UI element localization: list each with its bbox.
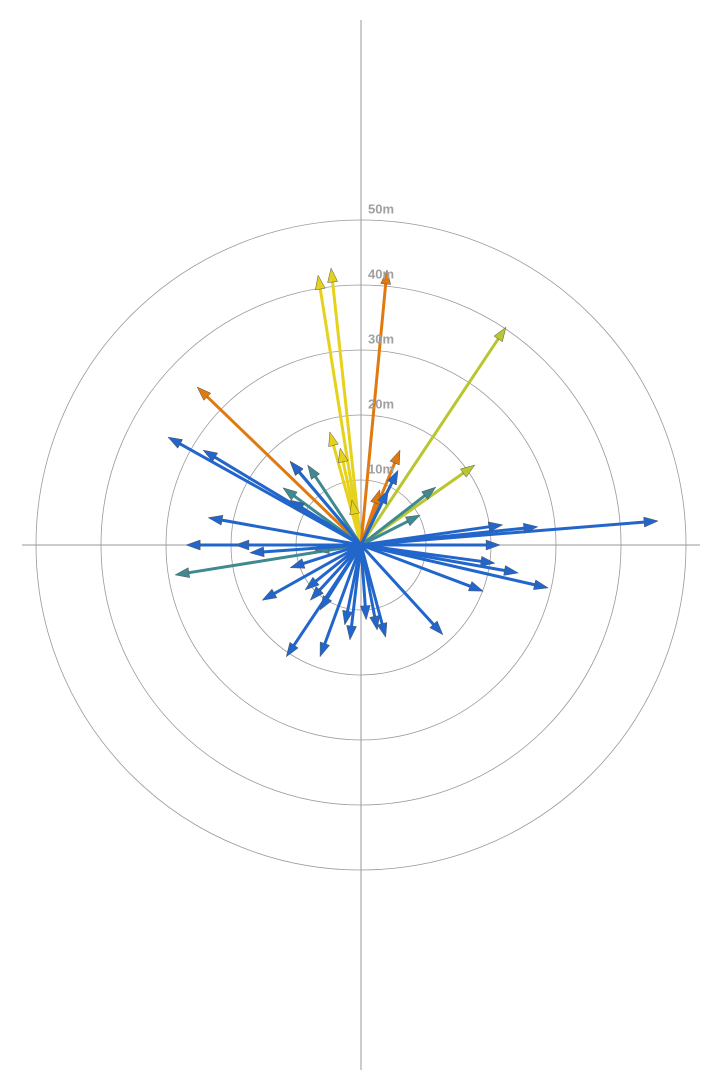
arrow-head [405, 514, 421, 527]
arrow-shaft [359, 525, 491, 547]
arrow-head [523, 522, 539, 534]
arrow-head [249, 546, 265, 558]
arrow-shaft [297, 470, 363, 547]
arrow-head [196, 386, 212, 401]
arrow-head [309, 586, 324, 601]
arrow-head [349, 499, 360, 516]
arrow-head [389, 449, 401, 466]
arrow-head [167, 436, 184, 449]
arrow-head [327, 267, 338, 283]
arrow-shaft [359, 282, 388, 547]
arrow-shaft [346, 543, 363, 613]
arrow-head [480, 555, 496, 567]
arrow-head [185, 539, 201, 551]
arrow-shaft [262, 543, 363, 554]
arrow-shaft [359, 543, 537, 587]
ring [165, 349, 557, 741]
ring [100, 284, 622, 806]
arrow-shaft [313, 475, 363, 547]
arrow-head [487, 521, 504, 533]
arrow-shaft [323, 543, 363, 646]
arrow-shaft [359, 337, 500, 547]
arrow-head [174, 567, 191, 578]
arrow-head [429, 620, 444, 636]
arrow-head [307, 464, 321, 480]
arrow-head [342, 609, 353, 626]
arrow-shaft [359, 543, 367, 608]
arrow-head [359, 605, 371, 621]
arrow-shaft [300, 506, 363, 547]
arrow-shaft [359, 500, 384, 547]
arrow-head [643, 516, 659, 528]
arrow-shaft [359, 519, 410, 547]
arrow-head [328, 431, 339, 448]
arrow-head [467, 581, 484, 592]
arrow-head [485, 539, 501, 551]
arrow-shaft [331, 280, 363, 547]
arrow-head [493, 326, 507, 343]
arrow-head [202, 449, 219, 463]
arrow-head [533, 579, 549, 590]
ring-label: 40m [368, 266, 394, 281]
arrow-head [289, 460, 304, 476]
ring-label: 20m [368, 396, 394, 411]
arrow-head [369, 615, 380, 631]
arrow-head [304, 576, 320, 591]
arrow-head [289, 499, 306, 513]
arrow-head [282, 487, 298, 501]
ring-labels: 10m 20m 30m 40m 50m [368, 201, 394, 476]
arrow-head [285, 641, 299, 658]
arrow-shaft [326, 543, 363, 600]
arrow-head [319, 595, 333, 611]
arrow-head [289, 558, 306, 569]
arrow-head [377, 489, 389, 505]
arrow-head [421, 486, 437, 501]
arrow-head [460, 464, 476, 478]
arrow-head [261, 588, 278, 601]
ring-label: 30m [368, 331, 394, 346]
arrow-shaft [359, 543, 472, 588]
arrow-shaft [353, 512, 363, 547]
arrow-head [346, 625, 357, 641]
arrow-head [315, 274, 326, 291]
arrow-shaft [359, 494, 427, 547]
arrows [167, 267, 659, 658]
ring-label: 50m [368, 201, 394, 216]
arrow-head [234, 539, 250, 551]
arrow-shaft [205, 395, 363, 547]
ring [35, 219, 687, 871]
arrow-shaft [301, 543, 363, 565]
arrow-shaft [318, 287, 363, 547]
arrow-head [319, 641, 330, 658]
arrow-shaft [272, 543, 363, 595]
arrow-shaft [318, 543, 363, 592]
ring-label: 10m [368, 461, 394, 476]
arrow-shaft [359, 543, 435, 626]
arrow-head [503, 565, 520, 576]
arrow-head [376, 622, 388, 639]
arrow-head [207, 514, 224, 526]
arrow-head [370, 489, 381, 505]
arrow-head [337, 447, 349, 464]
arrow-head [386, 469, 399, 486]
arrow-head [380, 269, 391, 285]
arrow-shaft [220, 518, 363, 547]
